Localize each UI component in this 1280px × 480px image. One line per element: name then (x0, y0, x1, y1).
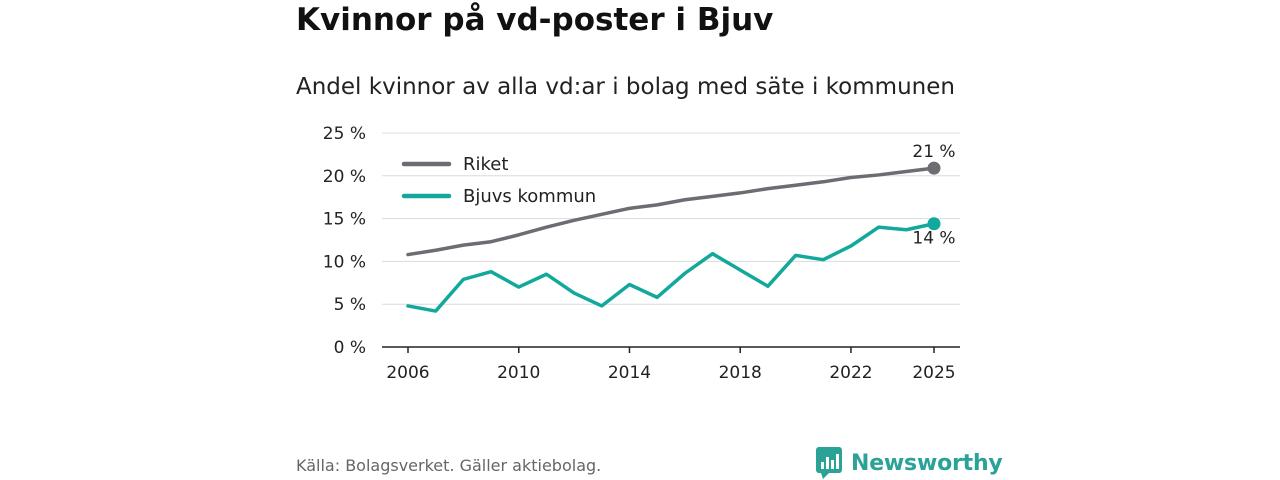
x-tick-label: 2006 (386, 363, 429, 383)
brand-logo: Newsworthy (815, 446, 1003, 480)
x-tick-label: 2022 (829, 363, 872, 383)
source-note: Källa: Bolagsverket. Gäller aktiebolag. (296, 456, 602, 475)
y-tick-label: 20 % (323, 167, 366, 187)
y-tick-label: 5 % (334, 295, 366, 315)
chart-subtitle: Andel kvinnor av alla vd:ar i bolag med … (296, 74, 955, 100)
chart-title: Kvinnor på vd-poster i Bjuv (296, 2, 774, 38)
legend-label: Riket (463, 154, 508, 175)
y-tick-label: 10 % (323, 252, 366, 272)
end-label-riket: 21 % (912, 142, 955, 162)
x-tick-label: 2018 (719, 363, 762, 383)
newsworthy-logo-icon (816, 447, 842, 479)
series-endpoint (927, 161, 941, 175)
legend-label: Bjuvs kommun (463, 186, 596, 207)
x-tick-label: 2014 (608, 363, 651, 383)
x-tick-label: 2010 (497, 363, 540, 383)
end-label-bjuv: 14 % (912, 229, 955, 249)
y-tick-label: 15 % (323, 210, 366, 230)
series-line-riket (406, 166, 936, 257)
series-endpoint (927, 217, 941, 231)
y-tick-label: 0 % (334, 338, 366, 358)
y-tick-label: 25 % (323, 124, 366, 144)
series-line-bjuv (406, 221, 936, 313)
brand-name: Newsworthy (851, 450, 1003, 476)
x-tick-label: 2025 (912, 363, 955, 383)
